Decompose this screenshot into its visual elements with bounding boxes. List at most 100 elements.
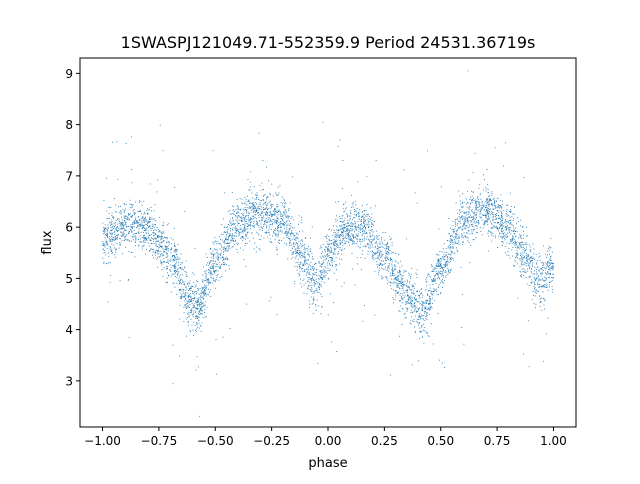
data-point: [370, 241, 372, 243]
data-point: [139, 241, 141, 243]
data-point: [279, 230, 281, 232]
data-point: [259, 208, 261, 210]
data-point: [191, 314, 193, 316]
data-point: [519, 244, 521, 246]
data-point: [345, 213, 347, 215]
data-point: [519, 258, 521, 260]
data-point: [329, 240, 331, 241]
data-point: [403, 313, 405, 315]
data-point: [502, 231, 504, 233]
data-point: [377, 250, 379, 252]
data-point: [537, 290, 539, 292]
data-point: [512, 237, 514, 239]
data-point: [337, 244, 338, 246]
data-point: [522, 246, 524, 248]
data-point: [475, 231, 477, 233]
data-point: [121, 231, 123, 233]
data-point: [475, 202, 476, 203]
data-point: [504, 235, 506, 237]
data-point: [293, 242, 295, 244]
data-point: [190, 298, 192, 300]
data-point: [510, 222, 512, 224]
data-point: [436, 294, 438, 296]
data-point: [143, 227, 145, 229]
data-point: [102, 242, 104, 244]
data-point: [177, 269, 178, 271]
data-point: [233, 223, 235, 225]
data-point: [222, 336, 224, 338]
data-point: [518, 221, 519, 223]
data-point: [184, 284, 186, 286]
data-point: [233, 240, 235, 242]
data-point: [348, 239, 350, 241]
data-point: [545, 287, 547, 288]
data-point: [443, 267, 445, 268]
data-point: [361, 231, 363, 233]
data-point: [465, 220, 467, 222]
data-point: [108, 262, 110, 264]
data-point: [161, 261, 163, 263]
data-point: [121, 234, 123, 236]
data-point: [218, 257, 219, 259]
data-point: [438, 293, 439, 295]
data-point: [372, 255, 373, 257]
data-point: [376, 264, 378, 266]
data-point: [519, 275, 521, 277]
data-point: [422, 301, 424, 303]
data-point: [194, 306, 195, 307]
data-point: [262, 204, 264, 206]
data-point: [179, 283, 181, 285]
data-point: [531, 256, 533, 258]
data-point: [406, 310, 408, 312]
data-point: [513, 239, 515, 241]
data-point: [453, 230, 455, 232]
data-point: [216, 266, 218, 267]
data-point: [476, 203, 478, 205]
data-point: [427, 308, 429, 310]
data-point: [267, 217, 269, 218]
data-point: [528, 366, 530, 368]
data-point: [202, 309, 204, 311]
data-point: [155, 238, 157, 240]
data-point: [225, 231, 227, 233]
data-point: [537, 284, 539, 286]
data-point: [186, 306, 188, 308]
data-point: [146, 232, 148, 234]
data-point: [502, 223, 504, 224]
data-point: [403, 271, 405, 273]
data-point: [363, 221, 365, 223]
data-point: [174, 246, 176, 248]
data-point: [487, 212, 489, 214]
data-point: [185, 318, 187, 320]
data-point: [437, 286, 439, 288]
data-point: [508, 211, 510, 213]
data-point: [501, 236, 503, 238]
data-point: [480, 212, 482, 214]
data-point: [272, 214, 274, 216]
data-point: [495, 226, 497, 228]
data-point: [332, 243, 334, 245]
data-point: [264, 209, 266, 211]
data-point: [362, 245, 364, 247]
data-point: [341, 240, 343, 242]
data-point: [184, 296, 186, 298]
data-point: [135, 222, 137, 224]
data-point: [491, 193, 493, 194]
data-point: [387, 242, 388, 243]
data-point: [345, 228, 347, 230]
data-point: [520, 274, 522, 275]
data-point: [330, 293, 331, 295]
data-point: [190, 288, 192, 290]
data-point: [501, 211, 503, 213]
data-point: [281, 223, 283, 225]
data-point: [174, 272, 176, 274]
data-point: [256, 211, 258, 213]
data-point: [238, 207, 240, 209]
data-point: [247, 228, 249, 230]
data-point: [262, 200, 264, 202]
data-point: [445, 276, 446, 278]
data-point: [486, 210, 487, 212]
data-point: [110, 233, 112, 235]
data-point: [224, 226, 226, 228]
data-point: [364, 229, 366, 231]
